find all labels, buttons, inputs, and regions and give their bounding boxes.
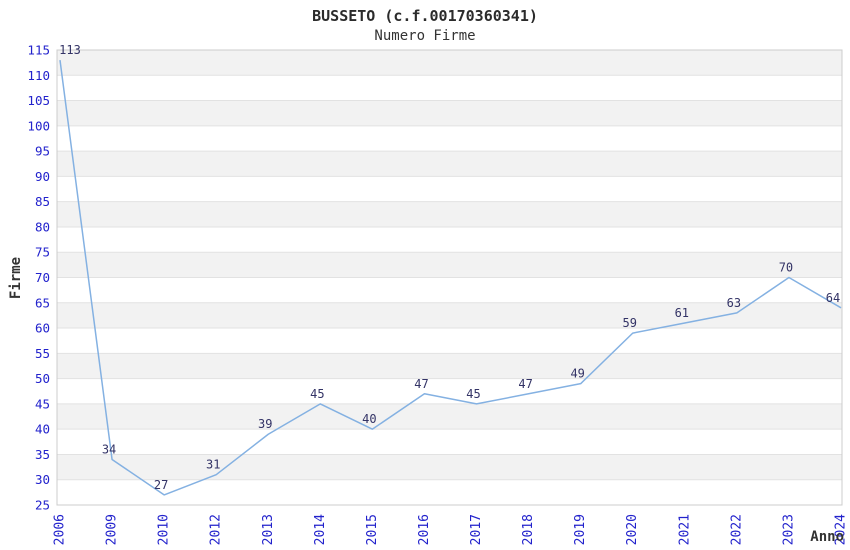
data-label: 61: [675, 306, 689, 320]
x-tick-label: 2018: [521, 514, 536, 545]
x-tick-label: 2021: [677, 514, 692, 545]
grid-band: [57, 454, 842, 480]
y-tick-label: 105: [27, 93, 50, 108]
x-tick-label: 2019: [573, 514, 588, 545]
y-tick-label: 25: [35, 498, 50, 513]
grid-band: [57, 353, 842, 379]
grid-band: [57, 125, 842, 152]
x-tick-label: 2013: [261, 514, 276, 545]
grid-band: [57, 100, 842, 126]
y-axis-title: Firme: [8, 256, 24, 300]
plot-border: [56, 49, 843, 506]
data-label: 59: [623, 316, 637, 330]
y-tick-label: 95: [35, 144, 50, 159]
data-label: 64: [826, 291, 840, 305]
x-tick-label: 2009: [105, 514, 120, 545]
y-tick-label: 90: [35, 169, 50, 184]
y-tick-label: 35: [35, 447, 50, 462]
grid-band: [57, 50, 842, 76]
x-tick-label: 2015: [365, 514, 380, 545]
grid-band: [57, 328, 842, 354]
data-label: 31: [206, 458, 220, 472]
grid-band: [57, 429, 842, 455]
y-tick-label: 55: [35, 346, 50, 361]
grid-band: [57, 226, 842, 253]
grid-band: [57, 302, 842, 329]
data-label: 70: [779, 261, 793, 275]
data-label: 49: [570, 367, 584, 381]
grid-band: [57, 75, 842, 101]
y-tick-label: 70: [35, 270, 50, 285]
x-tick-label: 2024: [834, 514, 849, 545]
chart-title: BUSSETO (c.f.00170360341): [312, 7, 538, 25]
x-tick-label: 2010: [157, 514, 172, 545]
y-tick-label: 60: [35, 321, 50, 336]
x-tick-label: 2016: [417, 514, 432, 545]
grid-band: [57, 176, 842, 202]
grid-band: [57, 151, 842, 177]
x-tick-label: 2022: [729, 514, 744, 545]
y-tick-label: 115: [27, 43, 50, 58]
y-tick-label: 75: [35, 245, 50, 260]
series-line: [59, 60, 842, 496]
y-tick-label: 80: [35, 219, 50, 234]
x-tick-label: 2020: [625, 514, 640, 545]
x-tick-label: 2017: [469, 514, 484, 545]
grid-band: [57, 378, 842, 404]
grid-band: [57, 403, 842, 430]
grid-band: [57, 479, 842, 505]
grid-band: [57, 201, 842, 227]
x-tick-label: 2012: [209, 514, 224, 545]
data-label: 34: [102, 443, 116, 457]
x-axis-title: Anno: [810, 529, 844, 545]
data-label: 63: [727, 296, 741, 310]
data-label: 27: [154, 478, 168, 492]
y-tick-label: 50: [35, 371, 50, 386]
chart-subtitle: Numero Firme: [374, 28, 476, 44]
data-label: 113: [59, 43, 81, 57]
y-tick-label: 110: [27, 68, 50, 83]
data-label: 47: [518, 377, 532, 391]
x-tick-label: 2014: [313, 514, 328, 545]
x-tick-label: 2006: [53, 514, 68, 545]
y-tick-label: 30: [35, 472, 50, 487]
y-tick-label: 40: [35, 422, 50, 437]
data-label: 45: [466, 387, 480, 401]
grid-band: [57, 252, 842, 278]
y-tick-label: 85: [35, 194, 50, 209]
x-tick-label: 2023: [781, 514, 796, 545]
data-label: 40: [362, 412, 376, 426]
y-tick-label: 65: [35, 295, 50, 310]
y-tick-label: 100: [27, 118, 50, 133]
grid-band: [57, 277, 842, 303]
y-tick-label: 45: [35, 396, 50, 411]
data-label: 39: [258, 417, 272, 431]
data-label: 45: [310, 387, 324, 401]
data-label: 47: [414, 377, 428, 391]
